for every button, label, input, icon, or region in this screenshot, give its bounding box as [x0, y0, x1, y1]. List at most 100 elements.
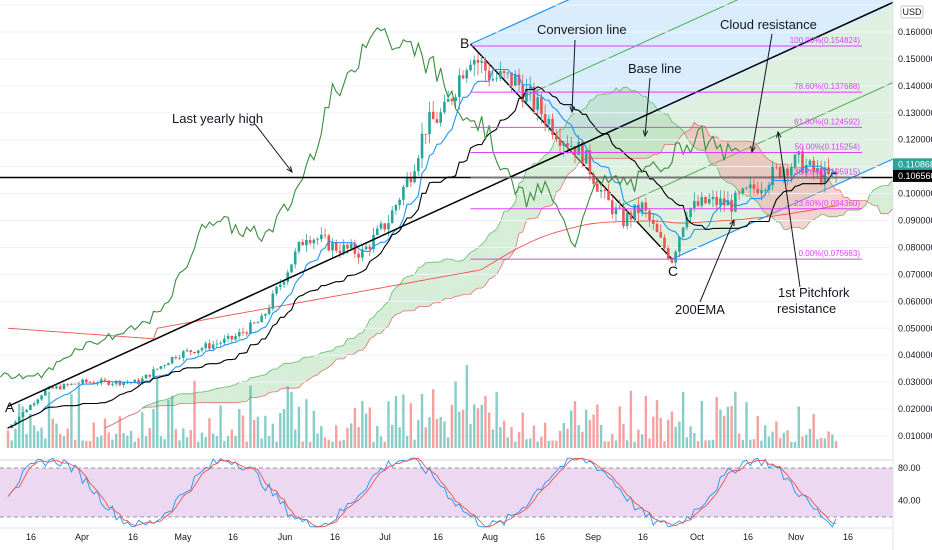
volume-bar — [383, 441, 386, 448]
price-badge-label: 0.110868 — [898, 159, 932, 169]
leading-span-a — [104, 86, 932, 429]
volume-bar — [596, 404, 599, 448]
cloud-bull-segment — [470, 250, 475, 295]
cloud-bull-segment — [455, 261, 460, 297]
cloud-bull-segment — [504, 211, 508, 261]
candle-body — [618, 207, 622, 209]
candle-body — [487, 70, 491, 81]
cloud-bull-segment — [351, 337, 355, 355]
candle-body — [528, 86, 532, 89]
volume-bar — [44, 438, 47, 448]
candle-body — [674, 251, 677, 263]
candle-body — [771, 166, 774, 186]
candle-body — [573, 146, 577, 156]
candle-body — [745, 187, 748, 189]
fibonacci-retracement[interactable]: 100.00%(0.154824) 78.60%(0.137688) 61.80%(… — [470, 36, 862, 260]
price-tick-label: 0.020000 — [898, 404, 932, 414]
candle-body — [21, 412, 25, 417]
price-tick-label: 0.130000 — [898, 108, 932, 118]
volume-bar — [286, 386, 289, 448]
price-badge-label: 0.106560 — [898, 171, 932, 181]
price-tick-label: 0.060000 — [898, 296, 932, 306]
candle-body — [40, 395, 43, 400]
cloud-bull-segment — [459, 260, 464, 297]
ema200-line — [7, 205, 837, 340]
volume-bar — [148, 428, 151, 448]
volume-bar — [678, 421, 681, 448]
candle-body — [152, 369, 155, 377]
volume-bar — [323, 437, 327, 448]
candle-body — [804, 165, 808, 174]
candle-body — [681, 227, 685, 237]
cloud-bull-segment — [664, 113, 669, 145]
fib-level-label: 61.80%(0.124592) — [794, 117, 860, 126]
volume-bar — [831, 434, 834, 448]
cloud-bull-segment — [235, 382, 240, 403]
volume-bar — [577, 425, 580, 448]
price-tick-label: 0.090000 — [898, 216, 932, 226]
cloud-bull-segment — [615, 87, 620, 159]
candle-body — [801, 151, 804, 174]
cloud-bull-segment — [433, 262, 437, 303]
volume-bar — [648, 438, 651, 448]
candle-body — [305, 239, 308, 246]
volume-bar — [29, 413, 32, 448]
volume-bar — [495, 392, 498, 448]
volume-bar — [6, 430, 10, 448]
volume-bar — [51, 418, 54, 448]
candle-body — [424, 133, 428, 135]
volume-bar — [204, 437, 207, 448]
candle-body — [569, 146, 573, 147]
candle-body — [167, 363, 170, 366]
volume-bar — [219, 405, 222, 448]
candle-body — [394, 205, 398, 211]
volume-bar — [540, 436, 543, 448]
price-grid — [0, 4, 893, 437]
candle-body — [17, 416, 21, 422]
candle-body — [264, 314, 267, 316]
cloud-bull-segment — [560, 128, 564, 190]
candle-body — [603, 190, 607, 191]
price-axis: USD 0.160000 0.150000 0.140000 0.130000 0.120… — [892, 0, 932, 550]
candle-body — [122, 382, 125, 385]
cloud-bull-segment — [213, 388, 217, 403]
cloud-bull-segment — [205, 390, 210, 403]
currency-box — [900, 5, 924, 19]
candle-body — [633, 204, 636, 220]
cloud-bull-segment — [149, 403, 154, 408]
volume-bar — [715, 397, 718, 448]
volume-bar — [62, 436, 66, 448]
annotations: Last yearly high Conversion line Base line… — [5, 17, 850, 415]
candle-body — [334, 242, 338, 251]
volume-bar — [465, 364, 468, 448]
cloud-bull-segment — [209, 389, 214, 403]
candle-body — [338, 250, 342, 254]
volume-bar — [730, 405, 733, 448]
volume-bar — [722, 415, 726, 448]
volume-bar — [394, 395, 398, 448]
volume-bar — [238, 409, 241, 448]
cloud-bull-segment — [216, 387, 221, 403]
pitchfork-lower-fill — [571, 0, 932, 260]
arrow-200ema-head — [729, 218, 735, 227]
candle-body — [566, 143, 569, 147]
volume-bar — [21, 406, 25, 448]
candle-body — [178, 357, 181, 359]
volume-bar — [353, 407, 357, 448]
cloud-bear-segment — [761, 151, 766, 214]
point-label-c: C — [668, 263, 678, 279]
cloud-bull-segment — [175, 393, 180, 406]
time-tick-label: 16 — [535, 532, 545, 542]
cloud-bull-segment — [612, 87, 616, 159]
rsi-tick-label: 80.00 — [898, 463, 921, 473]
candle-body — [502, 71, 506, 74]
volume-bar — [230, 429, 233, 448]
cloud-bull-segment — [306, 357, 311, 382]
cloud-bull-segment — [407, 275, 411, 311]
time-tick-label: 16 — [330, 532, 340, 542]
volume-bar — [66, 428, 69, 448]
candle-body — [648, 210, 651, 221]
cloud-bear-segment — [798, 167, 803, 230]
volume-bar — [59, 434, 62, 448]
volume-bar — [40, 427, 43, 448]
